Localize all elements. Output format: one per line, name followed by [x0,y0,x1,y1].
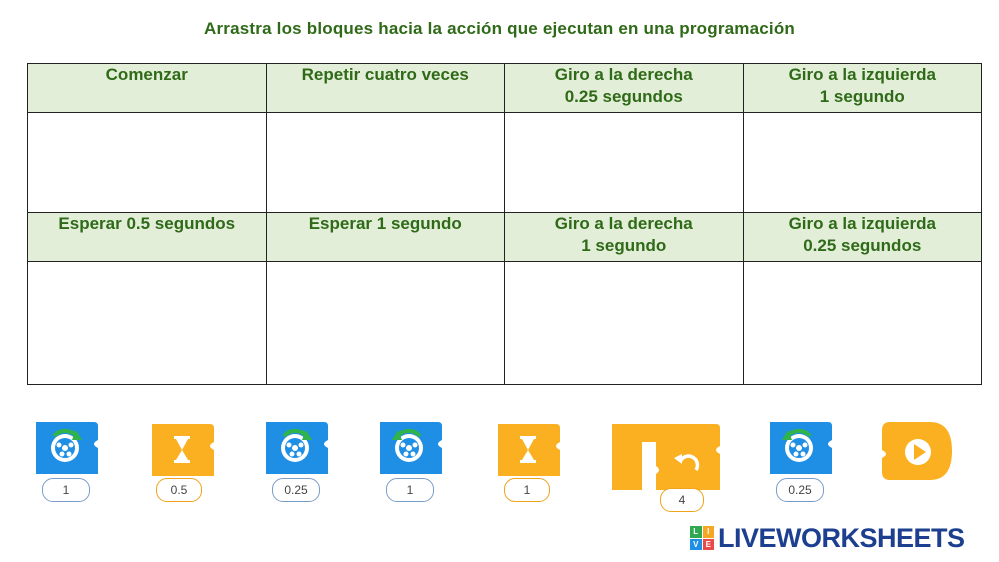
block-value: 0.5 [156,478,202,502]
block-value: 0.25 [272,478,320,502]
draggable-blocks-area: 1 0.5 0.25 1 [0,412,999,522]
turn-left-icon [380,422,442,474]
repeat-icon [612,424,720,490]
draggable-block-start[interactable] [880,418,954,488]
logo-text: LIVEWORKSHEETS [718,522,965,553]
start-flag-icon [882,422,952,480]
liveworksheets-badge-icon: L I V E [690,526,714,550]
label-giro-derecha-1: Giro a la derecha 1 segundo [504,212,744,262]
draggable-block-turn-right-025[interactable]: 0.25 [262,418,332,508]
drop-zone-esperar-1[interactable] [265,260,505,386]
label-giro-izquierda-025: Giro a la izquierda 0.25 segundos [742,212,982,262]
matching-table: Comenzar Repetir cuatro veces Giro a la … [27,63,982,386]
label-esperar-1: Esperar 1 segundo [265,212,505,262]
turn-right-icon [266,422,328,474]
drop-zone-giro-derecha-1[interactable] [504,260,744,386]
turn-left-icon [770,422,832,474]
drop-zone-esperar-05[interactable] [27,260,267,386]
draggable-block-wait-1[interactable]: 1 [494,420,564,510]
drop-zone-giro-derecha-025[interactable] [504,111,744,214]
label-giro-izquierda-1: Giro a la izquierda 1 segundo [742,63,982,113]
draggable-block-wait-05[interactable]: 0.5 [148,420,218,510]
block-value: 1 [386,478,434,502]
block-value: 4 [660,488,704,512]
wait-icon [498,424,560,476]
drop-zone-repetir[interactable] [265,111,505,214]
instructions-title: Arrastra los bloques hacia la acción que… [203,19,796,38]
block-value: 1 [42,478,90,502]
wait-icon [152,424,214,476]
label-comenzar: Comenzar [27,63,267,113]
turn-right-icon [36,422,98,474]
draggable-block-turn-left-025[interactable]: 0.25 [766,418,836,508]
label-esperar-05: Esperar 0.5 segundos [27,212,267,262]
block-value: 0.25 [776,478,824,502]
drop-zone-comenzar[interactable] [27,111,267,214]
draggable-block-turn-left-1[interactable]: 1 [376,418,446,508]
liveworksheets-logo: L I V E LIVEWORKSHEETS [690,522,965,554]
label-giro-derecha-025: Giro a la derecha 0.25 segundos [504,63,744,113]
label-repetir-cuatro-veces: Repetir cuatro veces [265,63,505,113]
draggable-block-repeat-4[interactable]: 4 [610,418,722,518]
drop-zone-giro-izquierda-1[interactable] [742,111,982,214]
block-value: 1 [504,478,550,502]
draggable-block-turn-right-1[interactable]: 1 [32,418,102,508]
drop-zone-giro-izquierda-025[interactable] [742,260,982,386]
